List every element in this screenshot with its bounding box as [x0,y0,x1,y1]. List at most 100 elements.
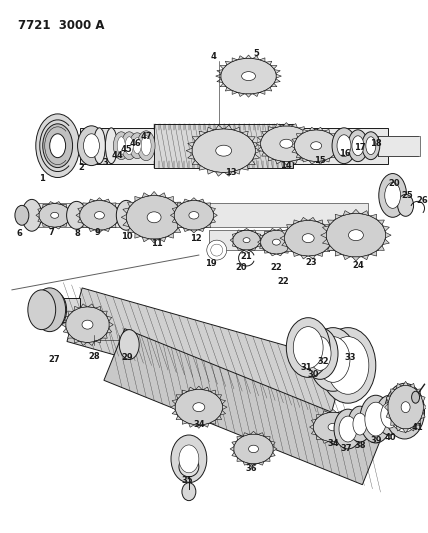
Bar [378,136,419,156]
Polygon shape [292,138,297,142]
Polygon shape [232,243,236,247]
Polygon shape [343,211,351,215]
Text: 30: 30 [307,370,319,379]
Polygon shape [327,246,334,251]
Ellipse shape [175,389,223,425]
Polygon shape [182,215,187,220]
Ellipse shape [241,71,256,80]
Polygon shape [128,202,134,207]
Polygon shape [186,148,192,153]
Polygon shape [207,169,214,174]
Polygon shape [330,442,336,445]
Polygon shape [89,199,95,203]
Polygon shape [36,213,39,217]
Polygon shape [237,458,242,462]
Polygon shape [211,219,216,223]
Ellipse shape [36,114,80,177]
Text: 36: 36 [246,464,257,473]
Polygon shape [309,425,313,430]
Polygon shape [270,229,276,231]
Ellipse shape [360,395,392,443]
Ellipse shape [366,137,376,155]
Polygon shape [128,228,134,232]
Polygon shape [391,389,395,394]
Polygon shape [184,228,189,231]
Text: 9: 9 [95,228,100,237]
Polygon shape [262,131,268,135]
Ellipse shape [249,445,259,453]
Polygon shape [416,389,421,394]
Text: 16: 16 [339,149,351,158]
Text: 2: 2 [79,163,84,172]
Ellipse shape [43,292,67,328]
Polygon shape [121,215,127,220]
Polygon shape [296,134,301,138]
Ellipse shape [320,328,376,403]
Polygon shape [203,423,209,427]
Ellipse shape [385,383,425,439]
Polygon shape [310,136,315,140]
Polygon shape [96,198,103,200]
Polygon shape [322,226,329,231]
Polygon shape [170,213,174,217]
Polygon shape [305,152,311,156]
Ellipse shape [388,385,424,429]
Polygon shape [43,223,47,227]
Ellipse shape [385,182,401,208]
Polygon shape [214,213,217,217]
Ellipse shape [302,233,314,243]
Polygon shape [182,390,187,394]
Polygon shape [335,214,342,219]
Polygon shape [209,230,378,250]
Text: 28: 28 [89,352,100,361]
Polygon shape [284,231,288,235]
Polygon shape [210,390,215,394]
Ellipse shape [182,483,196,500]
Polygon shape [266,61,272,65]
Polygon shape [80,128,388,164]
Polygon shape [282,242,287,247]
Polygon shape [316,436,321,440]
Polygon shape [265,250,269,253]
Polygon shape [55,201,61,204]
Text: 44: 44 [111,151,123,160]
Polygon shape [350,431,355,435]
Polygon shape [324,248,330,252]
Polygon shape [192,137,199,141]
Polygon shape [258,433,264,436]
Polygon shape [329,242,335,247]
Polygon shape [275,160,282,164]
Polygon shape [225,87,231,91]
Polygon shape [423,404,427,410]
Polygon shape [216,416,222,419]
Ellipse shape [147,212,161,223]
Polygon shape [96,306,101,311]
Polygon shape [305,131,311,135]
Polygon shape [309,127,315,131]
Ellipse shape [43,124,73,167]
Polygon shape [116,219,121,223]
Polygon shape [196,425,202,429]
Polygon shape [250,464,257,466]
Polygon shape [343,255,351,260]
Ellipse shape [309,328,357,391]
Polygon shape [74,339,79,343]
Polygon shape [289,245,293,249]
Polygon shape [68,311,73,315]
Polygon shape [338,411,343,414]
Text: 20: 20 [236,263,247,272]
Ellipse shape [80,200,119,230]
Ellipse shape [261,126,312,161]
Polygon shape [301,255,307,259]
Polygon shape [403,382,408,385]
Polygon shape [107,316,112,321]
Text: 21: 21 [241,252,253,261]
Polygon shape [301,217,307,221]
Ellipse shape [398,195,413,216]
Ellipse shape [353,413,367,435]
Polygon shape [230,447,234,451]
Polygon shape [303,130,308,133]
Polygon shape [70,213,74,217]
Polygon shape [384,404,388,410]
Ellipse shape [316,336,350,382]
